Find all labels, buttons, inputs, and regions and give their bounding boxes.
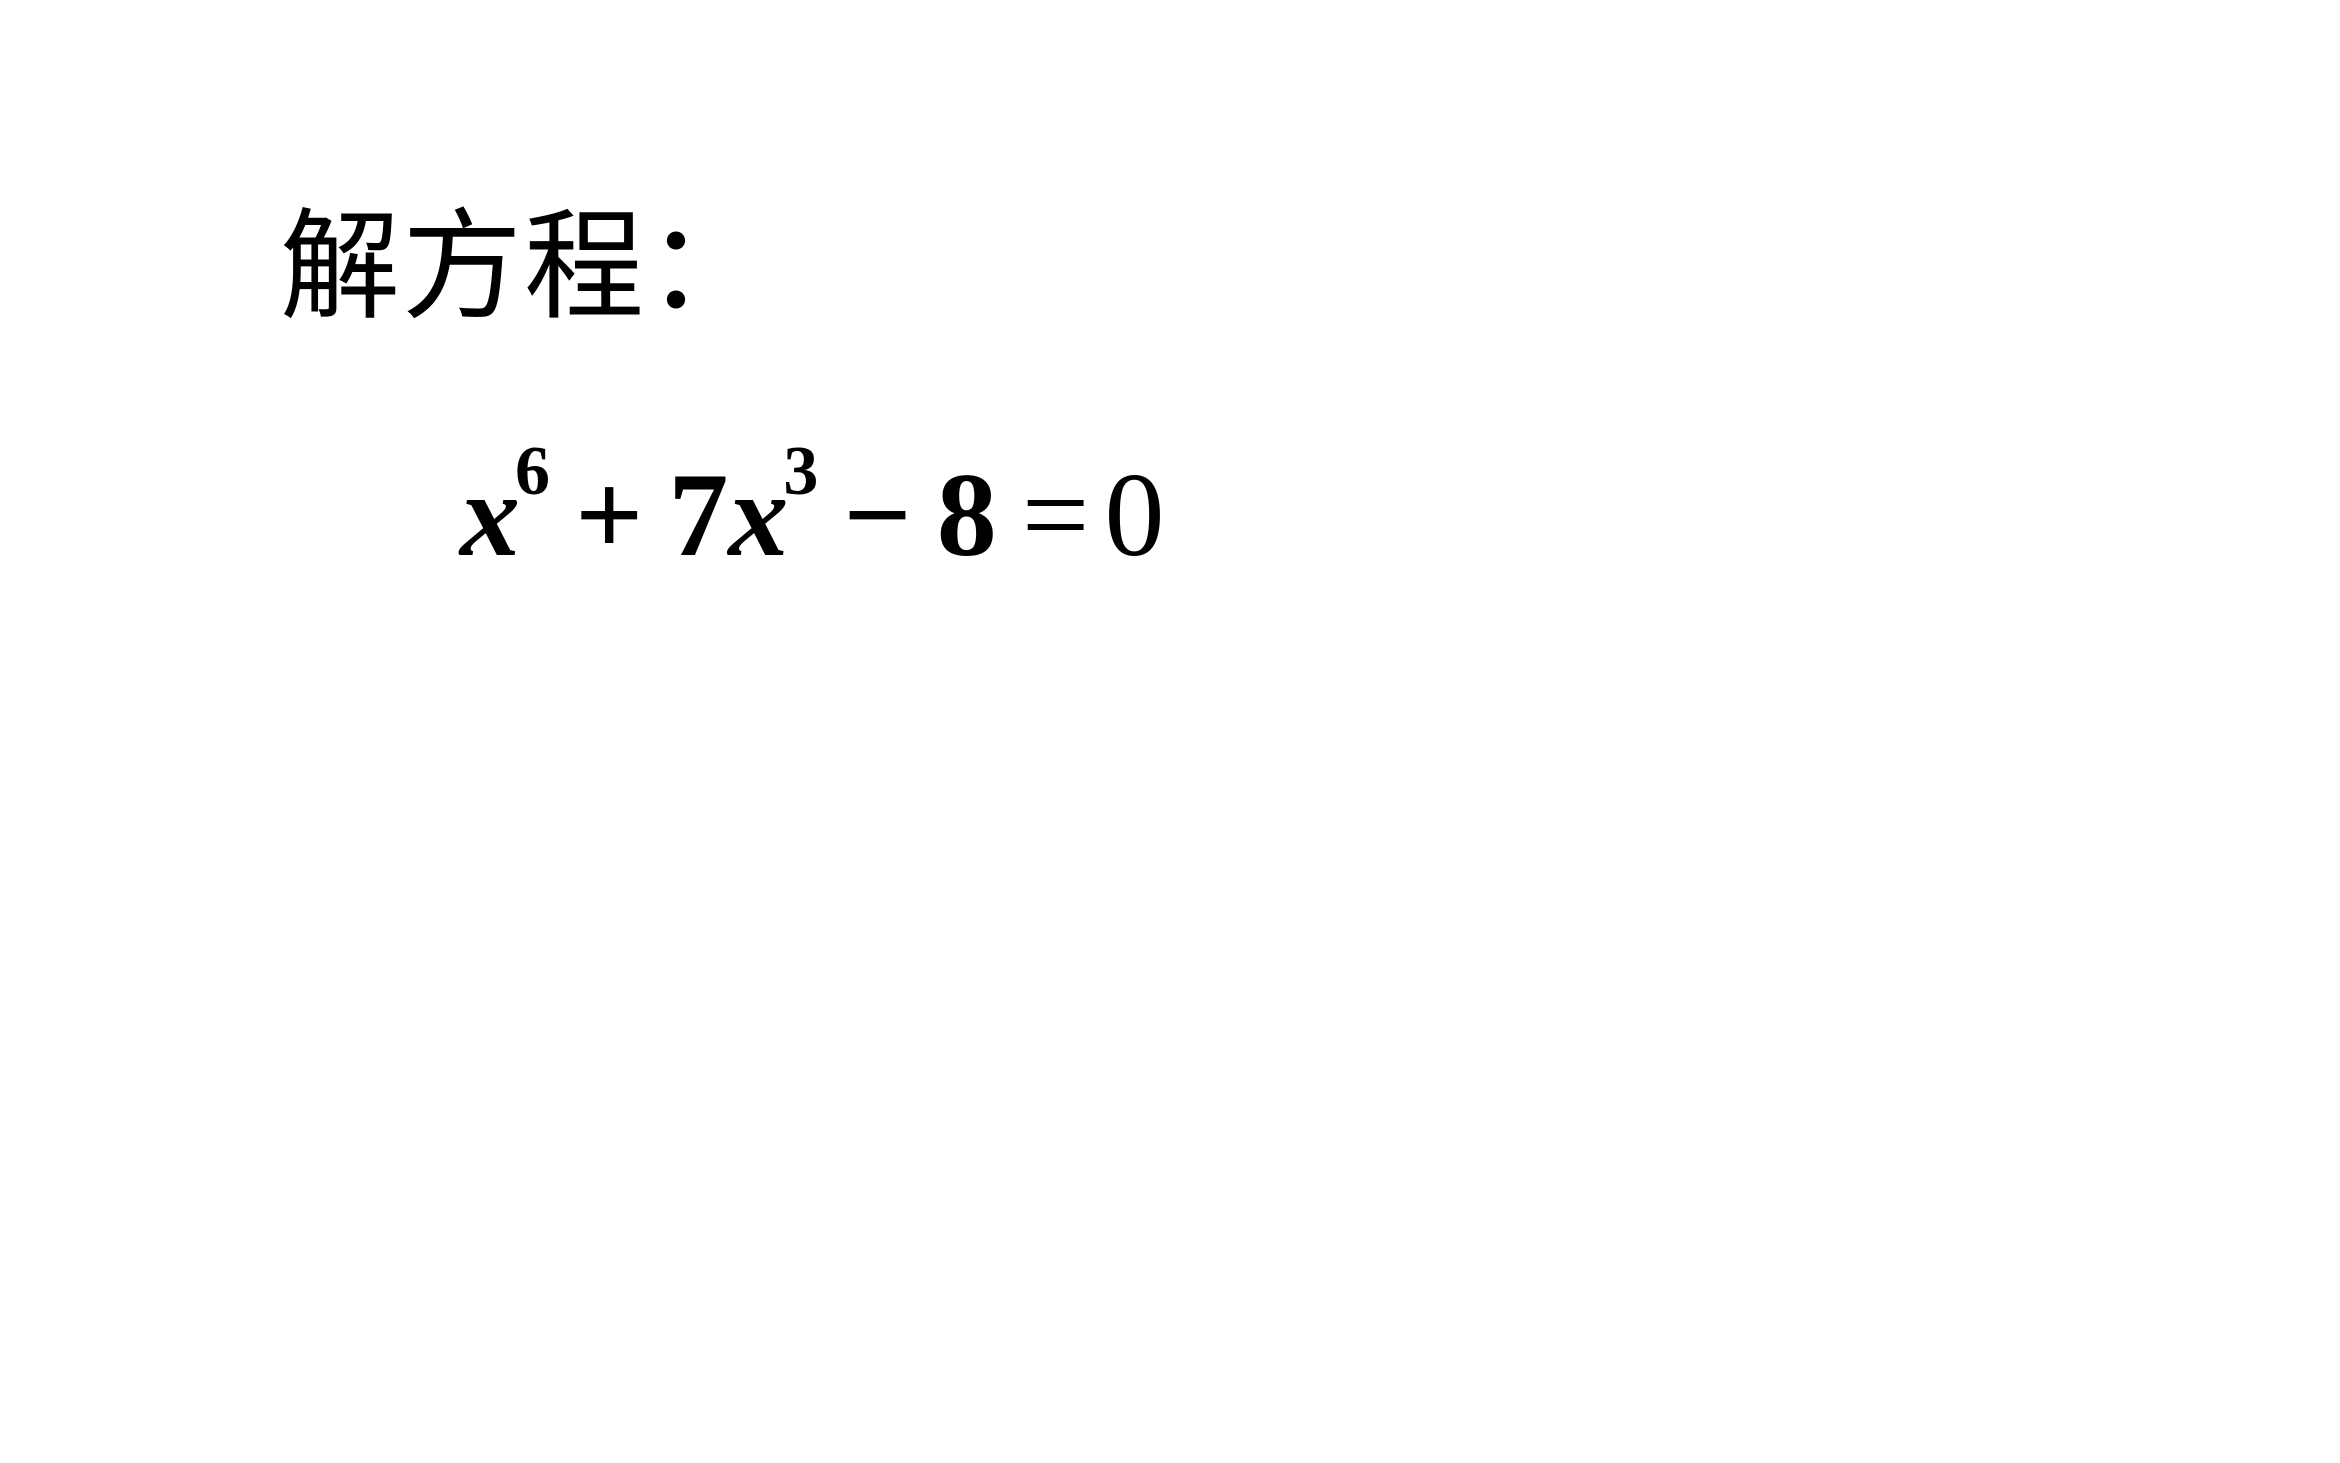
equals-sign: = [1022, 448, 1090, 581]
plus-operator: + [575, 448, 643, 581]
equation: x6+7x3−8=0 [460, 446, 1164, 584]
minus-operator: − [843, 448, 911, 581]
exponent-6: 6 [515, 433, 550, 510]
variable-x-1: x [460, 448, 520, 581]
problem-heading: 解方程： [280, 190, 1164, 346]
coefficient-7: 7 [668, 448, 728, 581]
math-document: 解方程： x6+7x3−8=0 [280, 190, 1164, 584]
constant-8: 8 [937, 448, 997, 581]
exponent-3: 3 [783, 433, 818, 510]
variable-x-2: x [728, 448, 788, 581]
rhs-zero: 0 [1104, 448, 1164, 581]
